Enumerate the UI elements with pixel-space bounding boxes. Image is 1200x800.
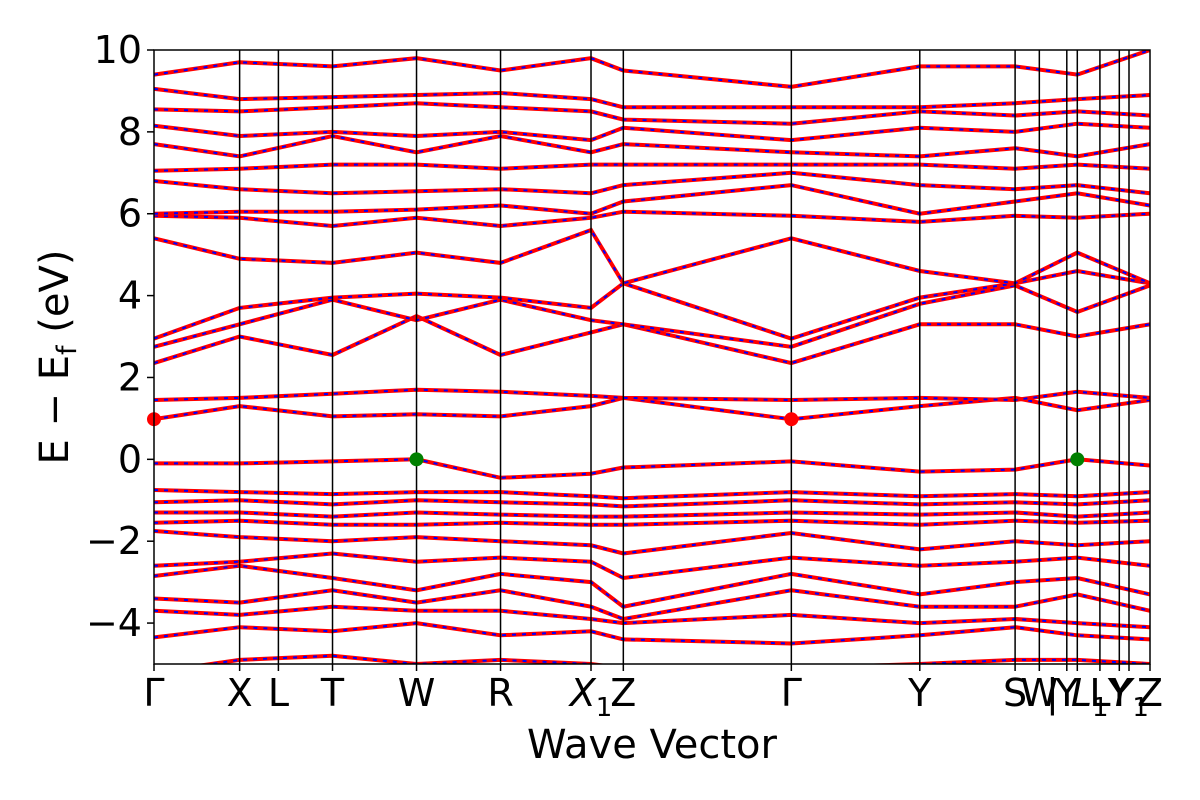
y-tick-label: 10 — [94, 28, 142, 72]
band-line-b14 — [154, 387, 1150, 403]
band-line-b19 — [154, 209, 1150, 229]
x-tick-label: W — [1021, 671, 1059, 715]
y-axis-title-unit: (eV) — [32, 250, 78, 346]
band-line-b21 — [154, 170, 1150, 196]
band-overlay-b17 — [154, 269, 1150, 340]
x-tick-label: S — [1003, 671, 1027, 715]
x-tick-label: L — [268, 671, 289, 715]
band-line-b10 — [154, 498, 1150, 509]
extrema-markers — [147, 412, 1085, 467]
band-line-b11 — [154, 488, 1150, 501]
band-line-b9 — [154, 510, 1150, 519]
x-tick-label: Γ — [143, 671, 164, 715]
band-overlay-b26 — [154, 87, 1150, 109]
band-overlay-b18 — [154, 228, 1150, 285]
y-tick-label: 0 — [118, 437, 142, 481]
band-line-b23 — [154, 133, 1150, 159]
band-line-b22 — [154, 162, 1150, 173]
band-line-b4 — [154, 588, 1150, 622]
band-overlay-b11 — [154, 489, 1150, 500]
x-tick-label: Y — [1107, 671, 1132, 715]
x-tick-label: X — [227, 671, 253, 715]
x-axis-title: Wave Vector — [527, 722, 778, 768]
band-overlay-b2 — [154, 622, 1150, 645]
band-line-b3 — [154, 604, 1150, 630]
band-overlay-b10 — [154, 499, 1150, 508]
band-overlay-b19 — [154, 210, 1150, 228]
band-overlay-b3 — [154, 605, 1150, 629]
band-overlay-b20 — [154, 184, 1150, 215]
band-line-b18 — [154, 227, 1150, 286]
x-tick-label: X1 — [568, 671, 613, 723]
y-tick-label: 6 — [118, 192, 142, 236]
band-overlay-b5 — [154, 564, 1150, 608]
x-tick-label: W — [398, 671, 436, 715]
y-tick-label: −2 — [86, 519, 142, 563]
y-ticks: −4 −2 0 2 4 6 8 10 — [86, 28, 154, 645]
band-overlay-b7 — [154, 530, 1150, 555]
y-tick-label: −4 — [86, 601, 142, 645]
plot-frame — [153, 49, 1151, 665]
band-line-b27 — [154, 50, 1150, 89]
band-overlay-b12 — [154, 458, 1150, 479]
band-overlay-b24 — [154, 122, 1150, 142]
x-tick-label: Γ — [781, 671, 802, 715]
band-overlay-b9 — [154, 511, 1150, 518]
band-overlay-b22 — [154, 163, 1150, 172]
band-line-b15 — [154, 313, 1150, 366]
x-tick-label: Y1 — [1109, 671, 1149, 723]
band-overlay-b27 — [154, 50, 1150, 88]
marker-vbm — [409, 452, 424, 467]
band-line-b16 — [154, 283, 1150, 349]
y-tick-label: 8 — [118, 110, 142, 154]
x-tick-label: T — [320, 671, 345, 715]
x-tick-label: Y — [1054, 671, 1079, 715]
band-overlay-b8 — [154, 519, 1150, 526]
marker-vbm — [1070, 452, 1085, 467]
band-overlay-b25 — [154, 102, 1150, 125]
y-tick-label: 4 — [118, 274, 142, 318]
x-tick-label: L — [1089, 671, 1110, 715]
marker-cbm — [784, 412, 799, 427]
y-axis-title-main: E − E — [32, 355, 78, 465]
kpoint-lines — [238, 50, 1130, 664]
x-tick-label: | L1 — [1046, 671, 1109, 723]
y-tick-label: 2 — [118, 355, 142, 399]
x-tick-label: Y — [907, 671, 932, 715]
band-overlay-b14 — [154, 388, 1150, 402]
x-tick-label: Z — [1137, 671, 1163, 715]
band-overlay-b23 — [154, 134, 1150, 158]
x-tick-label: Z — [610, 671, 636, 715]
band-line-b8 — [154, 518, 1150, 527]
y-axis-title-sub: f — [52, 344, 83, 355]
band-overlay-b4 — [154, 589, 1150, 621]
band-overlay-b6 — [154, 552, 1150, 580]
band-line-b12 — [154, 457, 1150, 480]
y-axis-title: E − Ef (eV) — [32, 250, 83, 465]
x-tick-label: R — [487, 671, 513, 715]
band-overlay-b1 — [204, 654, 1150, 664]
band-overlay-b21 — [154, 171, 1150, 195]
bands-layer — [154, 50, 1150, 664]
